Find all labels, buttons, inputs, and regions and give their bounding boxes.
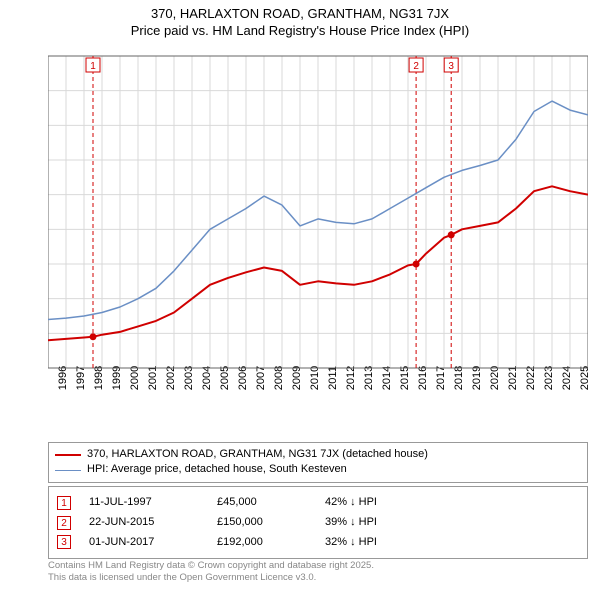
x-tick-label: 2004 xyxy=(201,366,213,390)
title-line-2: Price paid vs. HM Land Registry's House … xyxy=(0,23,600,40)
marker-table: 1 11-JUL-1997 £45,000 42% ↓ HPI 2 22-JUN-2015… xyxy=(48,486,588,559)
marker-badge: 3 xyxy=(57,535,71,549)
marker-badge: 3 xyxy=(448,61,454,72)
x-tick-label: 2014 xyxy=(381,366,393,390)
sale-point xyxy=(448,231,455,238)
x-tick-label: 2009 xyxy=(291,366,303,390)
marker-badge: 2 xyxy=(413,61,419,72)
marker-date: 01-JUN-2017 xyxy=(89,533,199,553)
marker-row: 2 22-JUN-2015 £150,000 39% ↓ HPI xyxy=(57,513,579,533)
marker-price: £192,000 xyxy=(217,533,307,553)
legend-swatch xyxy=(55,470,81,471)
title-block: 370, HARLAXTON ROAD, GRANTHAM, NG31 7JX … xyxy=(0,0,600,40)
chart-svg: £0£50K£100K£150K£200K£250K£300K£350K£400… xyxy=(48,48,588,428)
x-tick-label: 2005 xyxy=(219,366,231,390)
marker-badge: 1 xyxy=(57,496,71,510)
x-tick-label: 1995 xyxy=(48,366,51,390)
x-tick-label: 1998 xyxy=(93,366,105,390)
x-tick-label: 1997 xyxy=(75,366,87,390)
x-tick-label: 2017 xyxy=(435,366,447,390)
legend-swatch xyxy=(55,454,81,456)
x-tick-label: 2007 xyxy=(255,366,267,390)
x-tick-label: 2015 xyxy=(399,366,411,390)
x-tick-label: 2025 xyxy=(579,366,588,390)
x-tick-label: 2019 xyxy=(471,366,483,390)
x-tick-label: 1996 xyxy=(57,366,69,390)
legend-label: HPI: Average price, detached house, Sout… xyxy=(87,462,347,477)
x-tick-label: 2021 xyxy=(507,366,519,390)
legend-item: 370, HARLAXTON ROAD, GRANTHAM, NG31 7JX … xyxy=(55,447,581,462)
sale-point xyxy=(90,333,97,340)
x-tick-label: 2006 xyxy=(237,366,249,390)
legend: 370, HARLAXTON ROAD, GRANTHAM, NG31 7JX … xyxy=(48,442,588,483)
x-tick-label: 2003 xyxy=(183,366,195,390)
marker-price: £150,000 xyxy=(217,513,307,533)
x-tick-label: 2002 xyxy=(165,366,177,390)
x-tick-label: 2011 xyxy=(327,366,339,390)
x-tick-label: 2013 xyxy=(363,366,375,390)
marker-price: £45,000 xyxy=(217,493,307,513)
title-line-1: 370, HARLAXTON ROAD, GRANTHAM, NG31 7JX xyxy=(0,6,600,23)
legend-label: 370, HARLAXTON ROAD, GRANTHAM, NG31 7JX … xyxy=(87,447,428,462)
x-tick-label: 2023 xyxy=(543,366,555,390)
x-tick-label: 2012 xyxy=(345,366,357,390)
marker-delta: 39% ↓ HPI xyxy=(325,513,377,533)
chart-container: 370, HARLAXTON ROAD, GRANTHAM, NG31 7JX … xyxy=(0,0,600,590)
x-tick-label: 2010 xyxy=(309,366,321,390)
footer-line-1: Contains HM Land Registry data © Crown c… xyxy=(48,560,374,572)
x-tick-label: 2018 xyxy=(453,366,465,390)
x-tick-label: 2022 xyxy=(525,366,537,390)
marker-badge: 2 xyxy=(57,516,71,530)
x-tick-label: 2024 xyxy=(561,366,573,390)
x-tick-label: 2020 xyxy=(489,366,501,390)
x-tick-label: 1999 xyxy=(111,366,123,390)
chart-plot: £0£50K£100K£150K£200K£250K£300K£350K£400… xyxy=(48,48,588,388)
marker-date: 11-JUL-1997 xyxy=(89,493,199,513)
footer-line-2: This data is licensed under the Open Gov… xyxy=(48,572,374,584)
x-tick-label: 2008 xyxy=(273,366,285,390)
marker-delta: 42% ↓ HPI xyxy=(325,493,377,513)
x-tick-label: 2016 xyxy=(417,366,429,390)
marker-row: 1 11-JUL-1997 £45,000 42% ↓ HPI xyxy=(57,493,579,513)
marker-delta: 32% ↓ HPI xyxy=(325,533,377,553)
sale-point xyxy=(413,261,420,268)
marker-badge: 1 xyxy=(90,61,96,72)
legend-item: HPI: Average price, detached house, Sout… xyxy=(55,462,581,477)
x-tick-label: 2000 xyxy=(129,366,141,390)
marker-row: 3 01-JUN-2017 £192,000 32% ↓ HPI xyxy=(57,533,579,553)
footer-attribution: Contains HM Land Registry data © Crown c… xyxy=(48,560,374,584)
marker-date: 22-JUN-2015 xyxy=(89,513,199,533)
x-tick-label: 2001 xyxy=(147,366,159,390)
